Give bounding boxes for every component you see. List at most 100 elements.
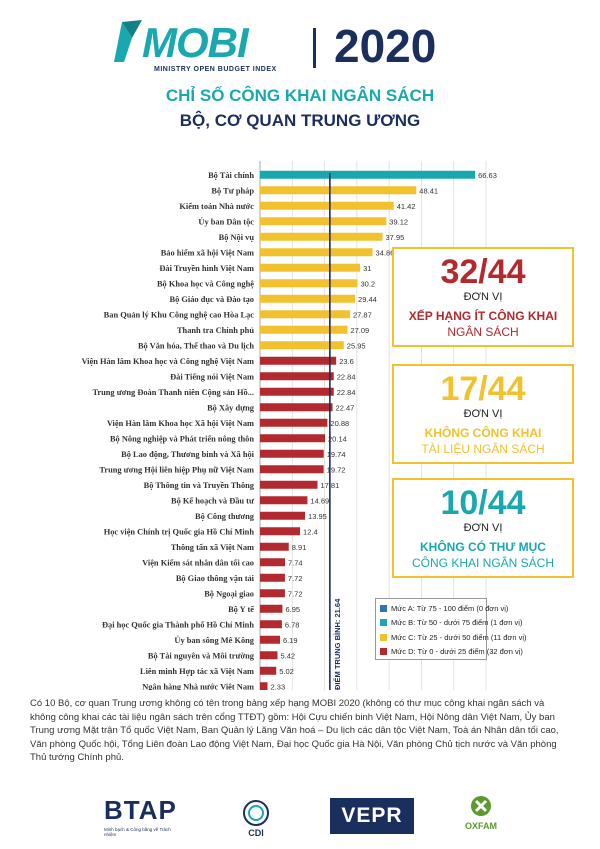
stat-unit: ĐƠN VỊ: [463, 291, 503, 303]
legend-swatch: [380, 633, 387, 641]
legend-label: Mức C: Từ 25 - dưới 50 điểm (11 đơn vị): [391, 632, 527, 642]
stat-line1: XẾP HẠNG ÍT CÔNG KHAI: [408, 309, 558, 323]
legend-item-b: Mức B: Từ 50 - dưới 75 điểm (1 đơn vị): [380, 616, 522, 631]
bar: [260, 635, 280, 644]
value-label: 37.95: [386, 233, 405, 242]
category-label: Bộ Tài nguyên và Môi trường: [148, 651, 255, 660]
value-label: 30.2: [361, 279, 376, 288]
stat-line1: KHÔNG CÔNG KHAI: [424, 426, 542, 440]
category-label: Bộ Nông nghiệp và Phát triển nông thôn: [110, 434, 254, 443]
btap-subtitle: Minh bạch & Công bằng về Trách nhiệm: [104, 827, 171, 837]
value-label: 7.72: [288, 589, 303, 598]
value-label: 20.14: [328, 434, 347, 443]
bar: [260, 279, 358, 288]
value-label: 6.78: [285, 620, 300, 629]
legend-item-d: Mức D: Từ 0 - dưới 25 điểm (32 đơn vị): [380, 645, 523, 660]
bar: [260, 480, 318, 489]
value-label: 6.19: [283, 636, 298, 645]
stat-box-low-transparency: 32/44 ĐƠN VỊ XẾP HẠNG ÍT CÔNG KHAI NGÂN …: [392, 247, 574, 347]
header-divider: [313, 28, 316, 68]
bar: [260, 186, 417, 195]
category-label: Liên minh Hợp tác xã Việt Nam: [140, 667, 254, 676]
value-label: 5.02: [279, 667, 294, 676]
category-label: Bộ Tư pháp: [211, 186, 254, 195]
category-label: Trung ương Hội liên hiệp Phụ nữ Việt Nam: [99, 465, 254, 474]
bar: [260, 604, 283, 613]
stat-number: 10/44: [440, 484, 526, 522]
bar: [260, 682, 268, 690]
category-label: Bộ Khoa học và Công nghệ: [157, 279, 254, 288]
legend-label: Mức A: Từ 75 - 100 điểm (0 đơn vị): [391, 603, 509, 613]
bar: [260, 403, 333, 412]
stat-box-no-directory: 10/44 ĐƠN VỊ KHÔNG CÓ THƯ MỤC CÔNG KHAI …: [392, 478, 574, 578]
stat-box-no-documents: 17/44 ĐƠN VỊ KHÔNG CÔNG KHAI TÀI LIỆU NG…: [392, 364, 574, 464]
bar: [260, 449, 324, 458]
bar: [260, 372, 334, 381]
category-label: Bộ Y tế: [228, 605, 255, 614]
value-label: 27.09: [350, 326, 369, 335]
bar: [260, 387, 334, 396]
category-label: Bộ Lao động, Thương binh và Xã hội: [121, 450, 255, 459]
ranking-bar-chart: Bộ Tài chính 66.63 Bộ Tư pháp 48.41 Kiểm toá…: [81, 161, 497, 690]
value-label: 8.91: [292, 543, 307, 552]
bar: [260, 542, 289, 551]
oxfam-logo: OXFAM: [456, 795, 506, 839]
bar: [260, 620, 282, 629]
value-label: 39.12: [389, 217, 408, 226]
value-label: 6.95: [285, 605, 300, 614]
bar: [260, 201, 394, 210]
legend-swatch: [380, 604, 387, 612]
stat-unit: ĐƠN VỊ: [463, 408, 503, 420]
category-label: Bộ Thông tin và Truyền Thông: [144, 481, 255, 490]
bar: [260, 248, 373, 257]
legend-swatch: [380, 619, 387, 627]
value-label: 7.74: [288, 558, 303, 567]
stat-number: 32/44: [440, 253, 526, 291]
cdi-logo: CDI: [238, 798, 274, 838]
category-label: Trung ương Đoàn Thanh niên Cộng sản Hồ..…: [92, 388, 254, 397]
chart-bars: Bộ Tài chính 66.63 Bộ Tư pháp 48.41 Kiểm toá…: [81, 170, 497, 690]
partner-logos: [0, 770, 600, 849]
bar: [260, 356, 337, 365]
stat-line2: NGÂN SÁCH: [447, 325, 519, 339]
bar: [260, 465, 324, 474]
value-label: 27.87: [353, 310, 372, 319]
bar: [260, 666, 277, 675]
category-label: Kiểm toán Nhà nước: [179, 202, 254, 211]
btap-wordmark: BTAP: [104, 795, 177, 825]
bar: [260, 217, 387, 226]
mobi-mark-icon: [114, 20, 142, 62]
legend-item-c: Mức C: Từ 25 - dưới 50 điểm (11 đơn vị): [380, 630, 527, 645]
bar: [260, 527, 301, 536]
legend-label: Mức B: Từ 50 - dưới 75 điểm (1 đơn vị): [391, 618, 523, 628]
value-label: 22.84: [337, 388, 356, 397]
value-label: 48.41: [419, 186, 438, 195]
cdi-mark-icon: CDI: [243, 800, 269, 838]
category-label: Bộ Nội vụ: [219, 233, 255, 242]
header: MOBI MINISTRY OPEN BUDGET INDEX 2020 CHỈ…: [0, 0, 600, 135]
bar: [260, 418, 328, 427]
footnote: Có 10 Bộ, cơ quan Trung ương không có tê…: [30, 698, 559, 763]
stat-line2: CÔNG KHAI NGÂN SÁCH: [411, 556, 555, 570]
value-label: 20.88: [330, 419, 349, 428]
bar: [260, 573, 285, 582]
stat-line1: KHÔNG CÓ THƯ MỤC: [420, 540, 546, 554]
legend-label: Mức D: Từ 0 - dưới 25 điểm (32 đơn vị): [391, 647, 523, 657]
bar: [260, 310, 350, 319]
category-label: Bộ Giáo dục và Đào tạo: [170, 295, 254, 304]
value-label: 23.6: [339, 357, 354, 366]
value-label: 14.69: [310, 496, 329, 505]
category-label: Bộ Kế hoạch và Đầu tư: [171, 496, 255, 505]
category-label: Bộ Văn hóa, Thể thao và Du lịch: [138, 341, 254, 350]
stat-unit: ĐƠN VỊ: [463, 522, 503, 534]
stat-line2: TÀI LIỆU NGÂN SÁCH: [421, 442, 545, 456]
value-label: 13.95: [308, 512, 327, 521]
value-label: 29.44: [358, 295, 377, 304]
category-label: Đài Tiếng nói Việt Nam: [170, 372, 254, 381]
brand-tagline: MINISTRY OPEN BUDGET INDEX: [154, 66, 277, 73]
category-label: Bảo hiểm xã hội Việt Nam: [161, 248, 254, 257]
value-label: 31: [363, 264, 371, 273]
bar: [260, 170, 476, 179]
value-label: 66.63: [478, 171, 497, 180]
bar: [260, 558, 285, 567]
